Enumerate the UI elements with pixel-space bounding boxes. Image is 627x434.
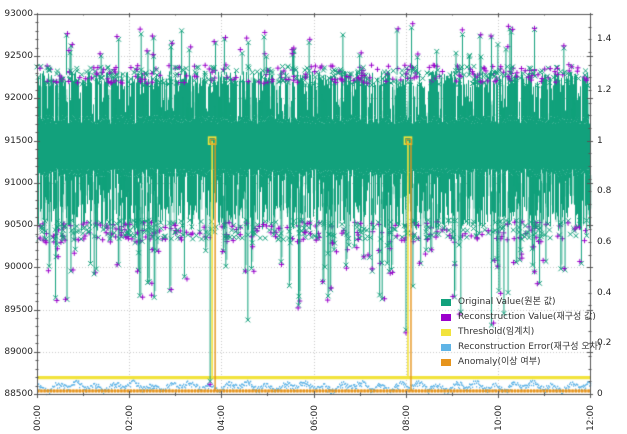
x-tick-label: 10:00 xyxy=(493,405,504,431)
legend-item-reconstruction-error: Reconstruction Error(재구성 오차) xyxy=(441,342,601,353)
y-left-tick-label: 91000 xyxy=(4,177,33,188)
y-left-tick-label: 92500 xyxy=(4,51,33,62)
y-right-tick-label: 0.4 xyxy=(597,287,612,298)
legend-item-original: Original Value(원본 값) xyxy=(441,297,601,308)
y-right-tick-label: 0.6 xyxy=(597,237,612,247)
y-left-tick-label: 93000 xyxy=(4,9,33,19)
legend-item-threshold: Threshold(임계치) xyxy=(441,327,601,338)
legend-item-anomaly: Anomaly(이상 여부) xyxy=(441,357,601,368)
legend-label: Original Value(원본 값) xyxy=(458,297,556,307)
anomaly-swatch xyxy=(441,359,451,366)
y-left-tick-label: 90000 xyxy=(4,262,33,273)
legend-item-reconstruction: Reconstruction Value(재구성 값) xyxy=(441,312,601,323)
legend-label: Threshold(임계치) xyxy=(458,327,535,337)
y-left-tick-label: 88500 xyxy=(4,389,33,399)
reconstruction-error-swatch xyxy=(441,344,451,351)
y-left-tick-label: 90500 xyxy=(4,220,33,231)
y-right-tick-label: 0 xyxy=(597,389,603,399)
y-right-tick-label: 1 xyxy=(597,135,603,146)
original-value-swatch xyxy=(441,299,451,306)
x-tick-label: 00:00 xyxy=(33,405,43,431)
y-right-tick-label: 1.4 xyxy=(597,34,612,45)
legend: Original Value(원본 값) Reconstruction Valu… xyxy=(441,297,601,368)
legend-label: Reconstruction Value(재구성 값) xyxy=(458,312,596,322)
threshold-swatch xyxy=(441,329,451,336)
y-left-tick-label: 91500 xyxy=(4,135,33,146)
y-left-tick-label: 89000 xyxy=(4,346,33,357)
reconstruction-value-swatch xyxy=(441,314,451,321)
x-tick-label: 08:00 xyxy=(401,405,412,431)
x-tick-label: 06:00 xyxy=(309,405,320,431)
x-tick-label: 12:00 xyxy=(586,405,596,431)
y-right-tick-label: 1.2 xyxy=(597,85,612,95)
x-tick-label: 02:00 xyxy=(125,405,136,431)
x-tick-label: 04:00 xyxy=(217,405,228,431)
y-left-tick-label: 92000 xyxy=(4,93,33,104)
legend-label: Reconstruction Error(재구성 오차) xyxy=(458,342,602,352)
y-left-tick-label: 89500 xyxy=(4,304,33,315)
y-right-tick-label: 0.2 xyxy=(597,338,612,349)
y-right-tick-label: 0.8 xyxy=(597,186,612,197)
legend-label: Anomaly(이상 여부) xyxy=(458,357,541,367)
